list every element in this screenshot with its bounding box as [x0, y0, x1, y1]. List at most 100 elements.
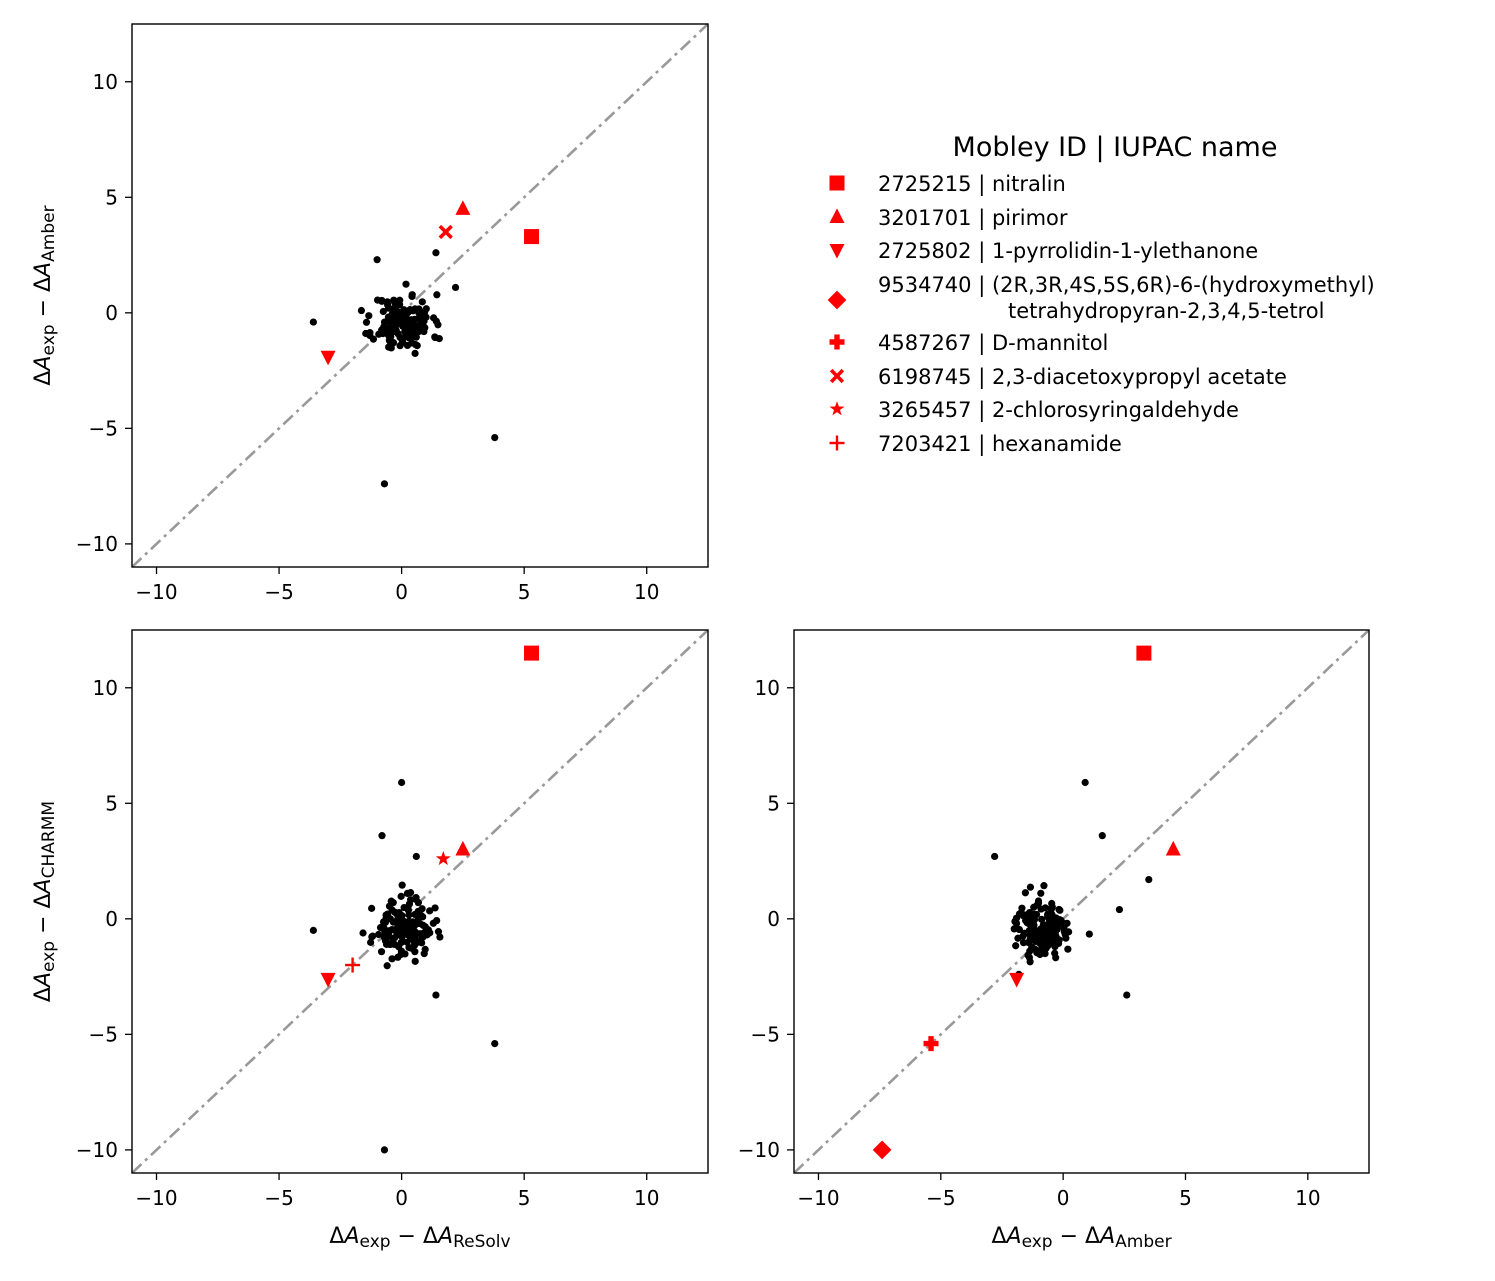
- data-point: [1081, 778, 1089, 787]
- data-point: [1060, 924, 1068, 932]
- data-point: [1026, 883, 1035, 891]
- data-point: [388, 906, 396, 914]
- y-tick-label: 5: [105, 791, 118, 815]
- legend-entry-label: 7203421 | hexanamide: [878, 432, 1122, 457]
- y-tick-label: 5: [105, 185, 118, 209]
- panel-top-left: −10 −5 0 5 10 −10 −5 0 5 10 ΔAexp − ΔAAmber: [31, 23, 709, 604]
- data-point: [431, 904, 439, 912]
- data-point: [309, 926, 317, 934]
- data-point: [418, 298, 426, 306]
- data-point: [1047, 908, 1055, 917]
- x-tick-label: 0: [395, 1186, 408, 1210]
- data-point: [383, 962, 391, 970]
- data-point: [1038, 915, 1046, 923]
- data-point: [359, 929, 367, 937]
- data-point: [1098, 832, 1106, 840]
- data-point: [411, 315, 419, 323]
- data-point: [384, 931, 392, 939]
- panel-bottom-right: −10 −5 0 5 10 −10 −5 0 5 10 ΔAexp − ΔAAmber: [738, 629, 1370, 1252]
- legend-entry-label: 2725215 | nitralin: [878, 172, 1066, 197]
- data-point: [1030, 921, 1038, 929]
- data-point: [1055, 905, 1063, 914]
- y-tick-label: −10: [76, 1138, 118, 1162]
- data-point: [406, 888, 415, 897]
- data-point: [407, 932, 416, 940]
- data-point: [357, 306, 366, 315]
- data-point: [389, 936, 397, 944]
- data-point: [1015, 910, 1024, 918]
- data-point: [1030, 916, 1039, 924]
- data-point: [366, 331, 374, 340]
- legend-entry-label: 3265457 | 2-chlorosyringaldehyde: [878, 398, 1239, 423]
- legend-marker-plus-thin: [829, 435, 845, 451]
- data-point: [378, 832, 386, 840]
- data-point: [1123, 991, 1131, 999]
- data-point: [389, 918, 398, 926]
- data-point: [412, 895, 420, 904]
- data-point: [411, 948, 419, 956]
- x-tick-label: −5: [926, 1186, 955, 1210]
- data-point: [419, 321, 427, 329]
- data-point: [394, 953, 402, 961]
- x-tick-label: 10: [634, 1186, 659, 1210]
- axes-frame: [131, 23, 709, 568]
- data-point: [491, 1040, 499, 1048]
- data-point: [416, 327, 424, 335]
- data-point: [386, 329, 394, 338]
- highlight-triangle-down: [320, 350, 336, 366]
- highlight-square: [524, 645, 540, 661]
- highlight-triangle-up: [455, 840, 471, 856]
- data-point: [435, 335, 443, 343]
- data-point: [395, 910, 403, 918]
- x-tick-label: −5: [264, 1186, 293, 1210]
- data-point: [434, 928, 443, 936]
- data-point: [403, 321, 412, 329]
- data-point: [410, 918, 418, 926]
- panel-bottom-left: −10 −5 0 5 10 −10 −5 0 5 10 ΔAexp − ΔAReSolv ΔAexp …: [31, 629, 709, 1252]
- data-point: [1024, 951, 1032, 959]
- highlight-plus-thick: [923, 1036, 939, 1052]
- x-tick-label: 0: [395, 580, 408, 604]
- legend-entry-label: 2725802 | 1-pyrrolidin-1-ylethanone: [878, 239, 1258, 264]
- y-tick-label: 10: [755, 676, 780, 700]
- legend-marker-x-filled: [829, 368, 845, 384]
- data-point: [374, 930, 383, 939]
- x-tick-label: 5: [518, 580, 531, 604]
- data-point: [1048, 899, 1056, 908]
- data-point: [1037, 889, 1045, 897]
- data-point: [377, 948, 386, 956]
- data-point: [1040, 882, 1048, 890]
- highlight-square: [524, 229, 540, 245]
- data-point: [1034, 897, 1043, 905]
- data-point: [429, 919, 437, 927]
- plot-area: [132, 630, 708, 1173]
- legend-entry-label: 3201701 | pirimor: [878, 206, 1068, 231]
- legend-marker-triangle-up: [829, 208, 845, 223]
- diagonal-line: [132, 24, 708, 567]
- data-point: [418, 905, 426, 913]
- legend-marker-plus-thick: [829, 334, 845, 350]
- data-point: [384, 317, 392, 325]
- y-tick-label: 5: [767, 791, 780, 815]
- y-tick-label: −10: [738, 1138, 780, 1162]
- y-tick-label: −10: [76, 532, 118, 556]
- legend-marker-star: [829, 401, 845, 416]
- highlight-x-filled: [438, 224, 453, 240]
- legend-entry-label: 6198745 | 2,3-diacetoxypropyl acetate: [878, 365, 1287, 390]
- y-axis-label: ΔAexp − ΔAAmber: [31, 205, 59, 385]
- legend-entry-label: 9534740 | (2R,3R,4S,5S,6R)-6-(hydroxymet…: [878, 273, 1375, 298]
- data-point: [397, 892, 405, 900]
- highlight-triangle-down: [1009, 972, 1025, 988]
- data-point: [390, 324, 398, 332]
- highlight-square: [1136, 645, 1152, 661]
- data-point: [1064, 945, 1072, 953]
- legend-marker-triangle-down: [829, 244, 845, 259]
- data-point: [379, 307, 387, 316]
- y-tick-label: 0: [105, 907, 118, 931]
- data-point: [389, 899, 397, 907]
- x-tick-label: −10: [135, 580, 177, 604]
- data-point: [1010, 925, 1018, 933]
- data-point: [1025, 930, 1033, 938]
- axes-frame: [131, 629, 709, 1174]
